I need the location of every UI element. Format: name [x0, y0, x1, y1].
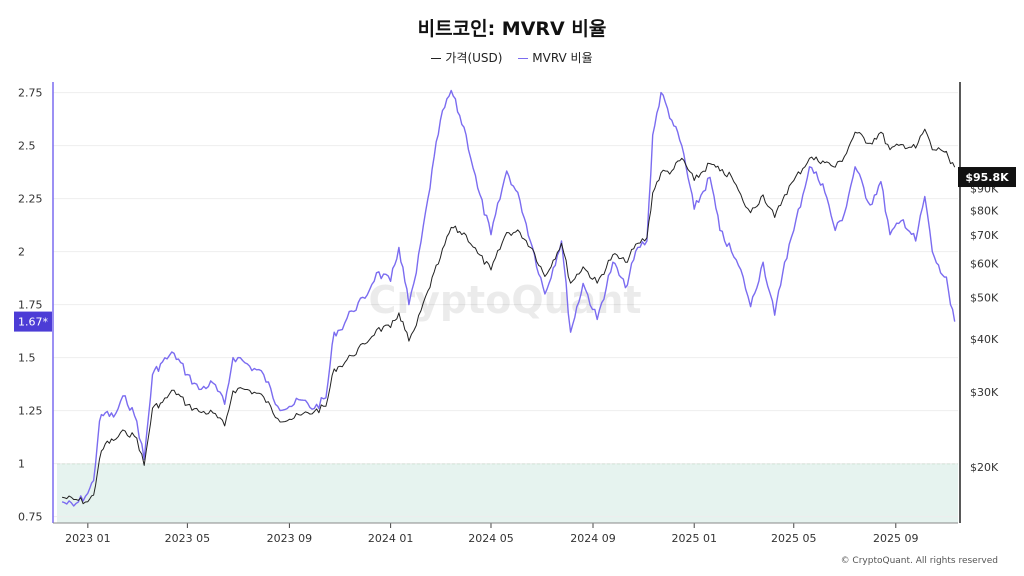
- y-tick-left: 2.75: [18, 87, 43, 100]
- y-tick-left: 1.5: [18, 352, 36, 365]
- legend-price-swatch: [431, 57, 442, 60]
- y-tick-right: $40K: [970, 333, 999, 346]
- x-tick-label: 2024 05: [468, 532, 514, 545]
- x-tick-label: 2023 05: [165, 532, 211, 545]
- y-tick-left: 2: [18, 246, 25, 259]
- legend-mvrv-label: MVRV 비율: [532, 51, 593, 65]
- legend-mvrv-swatch: [518, 57, 529, 60]
- x-tick-label: 2023 09: [267, 532, 313, 545]
- y-tick-right: $70K: [970, 229, 999, 242]
- mvrv-series-line: [61, 89, 956, 507]
- current-price-badge: [958, 167, 1016, 188]
- y-tick-left: 1.25: [18, 405, 43, 418]
- y-tick-right: $50K: [970, 291, 999, 304]
- x-tick-label: 2023 01: [65, 532, 111, 545]
- y-tick-right: $80K: [970, 204, 999, 217]
- undervalued-zone: [57, 463, 958, 523]
- x-tick-label: 2025 09: [873, 532, 919, 545]
- y-tick-left: 1: [18, 458, 25, 471]
- price-series-line: [62, 128, 956, 505]
- x-tick-label: 2025 05: [771, 532, 817, 545]
- x-tick-label: 2024 01: [368, 532, 414, 545]
- legend-price-label: 가격(USD): [445, 51, 503, 65]
- y-tick-left: 0.75: [18, 511, 43, 524]
- legend: 가격(USD) MVRV 비율: [0, 49, 1024, 66]
- x-tick-label: 2024 09: [570, 532, 616, 545]
- y-tick-left: 2.5: [18, 140, 36, 153]
- legend-item-mvrv[interactable]: MVRV 비율: [518, 49, 593, 66]
- y-tick-right: $20K: [970, 461, 999, 474]
- x-tick-label: 2025 01: [671, 532, 717, 545]
- y-tick-right: $30K: [970, 386, 999, 399]
- current-price-label: $95.8K: [965, 171, 1009, 184]
- current-mvrv-label: 1.67*: [18, 316, 48, 329]
- y-tick-left: 2.25: [18, 193, 43, 206]
- legend-item-price[interactable]: 가격(USD): [431, 49, 502, 66]
- y-tick-left: 1.75: [18, 299, 43, 312]
- current-mvrv-badge: [14, 311, 52, 332]
- y-tick-right: $60K: [970, 258, 999, 271]
- copyright-text: © CryptoQuant. All rights reserved: [840, 556, 998, 566]
- chart-title: 비트코인: MVRV 비율: [417, 18, 607, 40]
